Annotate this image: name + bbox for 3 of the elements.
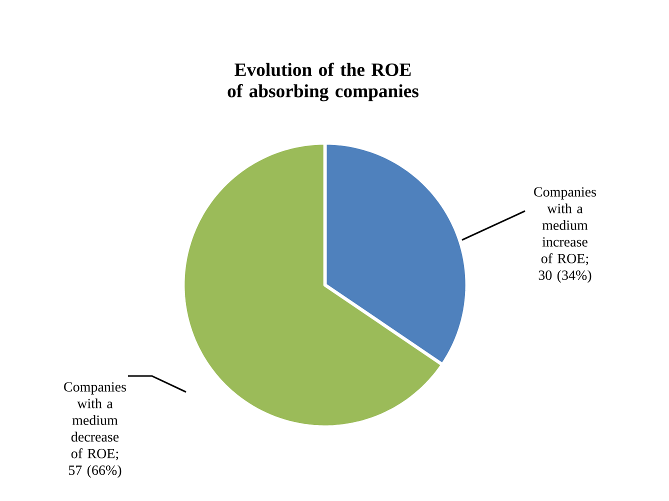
slice-label: Companies with a medium decrease of ROE; 57 (66%) [64, 382, 126, 478]
chart-title: Evolution of the ROE of absorbing companies [228, 62, 418, 102]
slice-label: Companies with a medium increase of ROE; 30 (34%) [534, 187, 596, 283]
